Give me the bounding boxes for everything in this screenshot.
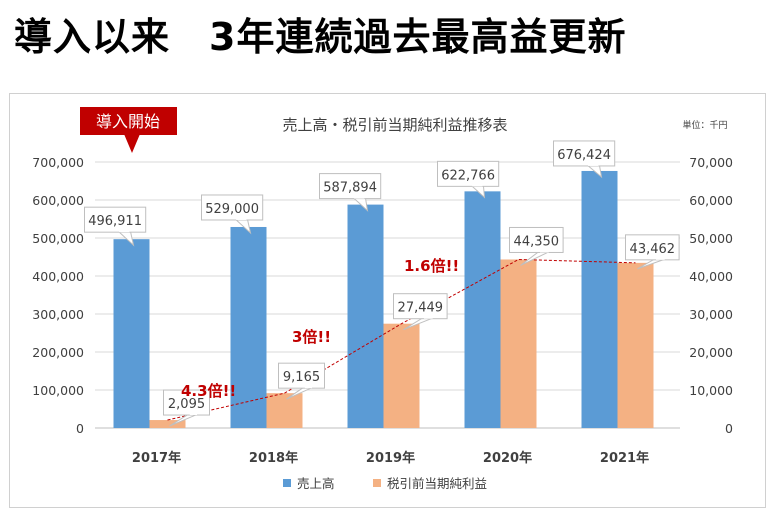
data-label: 496,911 [88, 214, 142, 229]
bar-profit [383, 323, 420, 428]
left-tick-label: 500,000 [32, 231, 84, 246]
bar-profit [617, 262, 654, 428]
right-tick-label: 10,000 [689, 383, 733, 398]
chart-title: 売上高・税引前当期純利益推移表 [282, 116, 507, 134]
bar-profit [500, 259, 537, 428]
data-label: 529,000 [205, 202, 259, 217]
growth-annotation: 3倍!! [292, 328, 331, 346]
bar-profit [266, 393, 303, 428]
data-label: 9,165 [283, 370, 320, 385]
legend-swatch [373, 479, 381, 487]
bar-sales [464, 191, 501, 428]
category-label: 2019年 [366, 450, 415, 466]
left-tick-label: 700,000 [32, 155, 84, 170]
right-tick-label: 50,000 [689, 231, 733, 246]
callout-box [437, 160, 500, 187]
legend-swatch [283, 479, 291, 487]
start-marker-pointer [124, 134, 140, 153]
growth-annotation: 1.6倍!! [404, 257, 459, 275]
legend-label: 税引前当期純利益 [387, 476, 487, 491]
right-tick-label: 60,000 [689, 193, 733, 208]
chart-frame [9, 93, 766, 508]
callout-box [509, 226, 564, 253]
left-tick-label: 300,000 [32, 307, 84, 322]
data-label: 676,424 [557, 148, 611, 163]
headline: 導入以来 3年連続過去最高益更新 [14, 15, 627, 59]
start-marker-box [80, 107, 177, 135]
left-tick-label: 200,000 [32, 345, 84, 360]
right-tick-label: 30,000 [689, 307, 733, 322]
data-label: 2,095 [168, 397, 205, 412]
callout-box [625, 234, 680, 261]
callout-joint [655, 256, 665, 260]
bar-sales [113, 239, 150, 428]
growth-annotation: 4.3倍!! [181, 382, 236, 400]
category-label: 2020年 [483, 450, 532, 466]
callout-box [201, 194, 264, 221]
left-tick-label: 0 [76, 421, 84, 436]
callout-joint [304, 385, 312, 389]
start-marker-label: 導入開始 [96, 112, 160, 131]
callout-joint [539, 249, 549, 253]
data-label: 27,449 [398, 301, 444, 316]
callout-joint [588, 162, 599, 166]
right-tick-label: 20,000 [689, 345, 733, 360]
callout-box [278, 362, 325, 389]
bar-profit [149, 420, 186, 428]
trend-line [167, 258, 636, 421]
left-tick-label: 600,000 [32, 193, 84, 208]
category-label: 2017年 [132, 450, 181, 466]
callout-joint [472, 183, 483, 187]
data-label: 622,766 [441, 168, 495, 183]
callout-joint [236, 216, 247, 220]
left-tick-label: 400,000 [32, 269, 84, 284]
right-tick-label: 0 [725, 421, 733, 436]
legend-label: 売上高 [297, 476, 335, 491]
data-label: 44,350 [514, 234, 560, 249]
callout-joint [189, 412, 197, 416]
callout-box [84, 206, 147, 233]
bar-sales [347, 204, 384, 428]
callout-box [163, 389, 210, 416]
callout-joint [423, 315, 433, 319]
data-label: 587,894 [323, 181, 377, 196]
bar-sales [581, 170, 618, 429]
callout-joint [354, 195, 365, 199]
callout-box [553, 140, 616, 167]
bar-sales [230, 226, 267, 428]
category-label: 2021年 [600, 450, 649, 466]
unit-label: 単位：千円 [682, 119, 727, 131]
data-label: 43,462 [630, 242, 676, 257]
category-label: 2018年 [249, 450, 298, 466]
right-tick-label: 40,000 [689, 269, 733, 284]
callout-box [393, 293, 448, 320]
right-tick-label: 70,000 [689, 155, 733, 170]
left-tick-label: 100,000 [32, 383, 84, 398]
callout-joint [119, 229, 130, 233]
callout-box [319, 173, 382, 200]
